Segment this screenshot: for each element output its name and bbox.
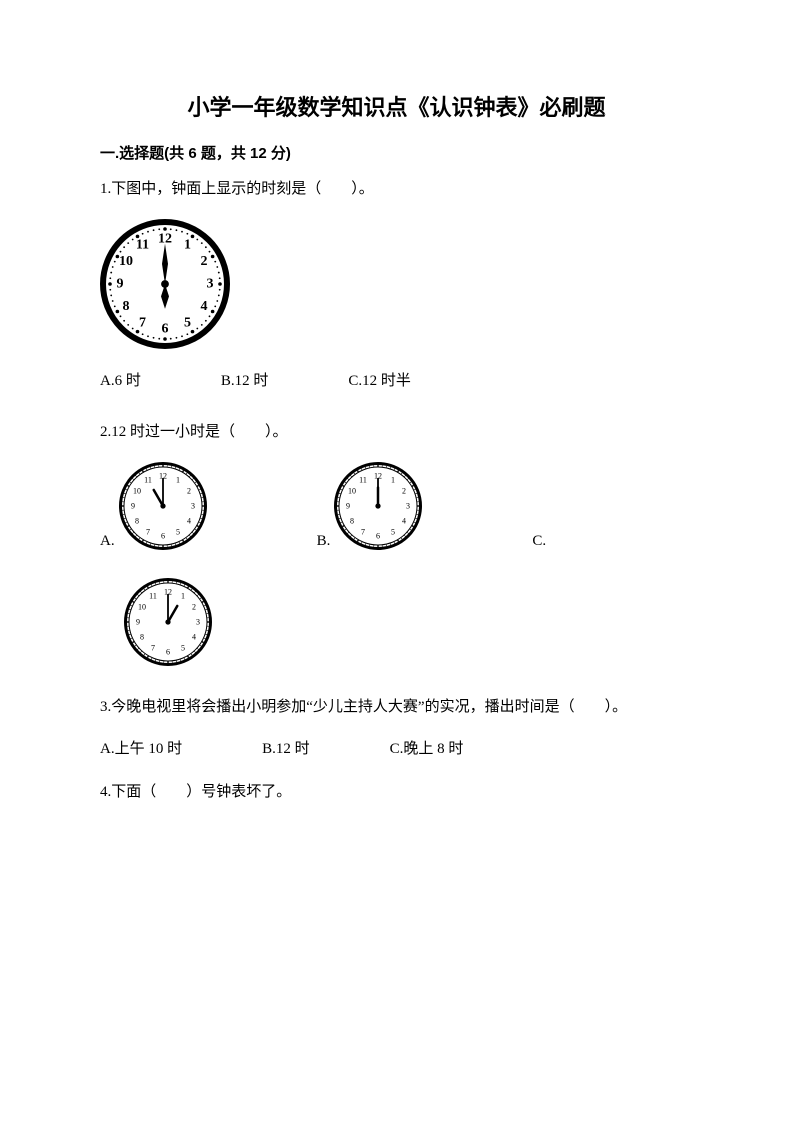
clock-icon: 123456789101112 — [124, 578, 212, 666]
svg-text:1: 1 — [176, 476, 180, 485]
choice-text: 上午 10 时 — [115, 737, 183, 758]
svg-text:3: 3 — [207, 277, 214, 292]
svg-text:9: 9 — [346, 502, 350, 511]
choice-b[interactable]: B. 123456789101112 — [317, 462, 423, 550]
svg-text:5: 5 — [176, 527, 180, 536]
section-header: 一.选择题(共 6 题，共 12 分) — [100, 142, 693, 163]
svg-text:6: 6 — [166, 648, 170, 657]
svg-text:5: 5 — [184, 315, 191, 330]
svg-text:10: 10 — [348, 487, 356, 496]
svg-text:9: 9 — [136, 618, 140, 627]
svg-text:6: 6 — [161, 532, 165, 541]
svg-text:10: 10 — [133, 487, 141, 496]
choice-a[interactable]: A. 123456789101112 — [100, 462, 207, 550]
choice-text: 12 时 — [235, 369, 269, 390]
choice-c[interactable]: C.晚上 8 时 — [390, 737, 464, 758]
svg-text:3: 3 — [406, 502, 410, 511]
svg-text:2: 2 — [192, 603, 196, 612]
svg-text:8: 8 — [123, 299, 130, 314]
choice-label: A. — [100, 373, 115, 390]
question-1-choices: A.6 时 B.12 时 C.12 时半 — [100, 369, 693, 390]
choice-c-clock: 123456789101112 — [124, 578, 693, 671]
worksheet-page: 小学一年级数学知识点《认识钟表》必刷题 一.选择题(共 6 题，共 12 分) … — [0, 0, 793, 1122]
choice-b[interactable]: B.12 时 — [262, 737, 310, 758]
svg-text:4: 4 — [200, 299, 207, 314]
svg-text:2: 2 — [402, 487, 406, 496]
clock-icon: 123456789101112 — [334, 462, 422, 550]
svg-text:11: 11 — [136, 238, 149, 253]
svg-text:8: 8 — [135, 517, 139, 526]
svg-text:11: 11 — [360, 476, 368, 485]
svg-text:4: 4 — [192, 633, 196, 642]
svg-text:3: 3 — [191, 502, 195, 511]
svg-text:5: 5 — [181, 643, 185, 652]
question-1-text: 1.下图中，钟面上显示的时刻是（ ）。 — [100, 177, 693, 201]
svg-text:7: 7 — [151, 643, 155, 652]
svg-text:1: 1 — [184, 238, 191, 253]
page-title: 小学一年级数学知识点《认识钟表》必刷题 — [100, 90, 693, 122]
svg-text:3: 3 — [196, 618, 200, 627]
svg-text:10: 10 — [119, 254, 133, 269]
question-2-text: 2.12 时过一小时是（ ）。 — [100, 420, 693, 444]
choice-b[interactable]: B.12 时 — [221, 369, 269, 390]
svg-text:6: 6 — [376, 532, 380, 541]
choice-label: B. — [221, 373, 235, 390]
svg-text:4: 4 — [402, 517, 406, 526]
svg-text:11: 11 — [149, 592, 157, 601]
svg-text:1: 1 — [391, 476, 395, 485]
choice-text: 12 时 — [276, 737, 310, 758]
svg-text:6: 6 — [162, 322, 169, 337]
choice-text: 晚上 8 时 — [403, 737, 463, 758]
svg-text:9: 9 — [131, 502, 135, 511]
question-3-choices: A.上午 10 时 B.12 时 C.晚上 8 时 — [100, 737, 693, 758]
svg-text:8: 8 — [350, 517, 354, 526]
choice-label: B. — [317, 533, 331, 550]
choice-label: B. — [262, 741, 276, 758]
svg-text:1: 1 — [181, 592, 185, 601]
svg-text:4: 4 — [187, 517, 191, 526]
choice-label: C. — [348, 373, 362, 390]
svg-text:7: 7 — [361, 527, 365, 536]
svg-text:7: 7 — [139, 315, 146, 330]
choice-a[interactable]: A.6 时 — [100, 369, 141, 390]
choice-c[interactable]: C. — [532, 533, 550, 550]
choice-text: 6 时 — [115, 369, 141, 390]
choice-label: A. — [100, 533, 115, 550]
choice-text: 12 时半 — [362, 369, 411, 390]
choice-label: C. — [390, 741, 404, 758]
question-1-clock: 123456789101112 — [100, 219, 693, 349]
svg-text:9: 9 — [117, 277, 124, 292]
svg-text:7: 7 — [146, 527, 150, 536]
clock-icon: 123456789101112 — [119, 462, 207, 550]
svg-text:2: 2 — [200, 254, 207, 269]
svg-text:5: 5 — [391, 527, 395, 536]
choice-c[interactable]: C.12 时半 — [348, 369, 411, 390]
clock-icon: 123456789101112 — [100, 219, 230, 349]
svg-text:8: 8 — [140, 633, 144, 642]
question-3-text: 3.今晚电视里将会播出小明参加“少儿主持人大赛”的实况，播出时间是（ ）。 — [100, 695, 693, 719]
svg-text:10: 10 — [138, 603, 146, 612]
choice-label: A. — [100, 741, 115, 758]
question-2-choices: A. 123456789101112 B. 123456789101112 C. — [100, 462, 693, 568]
svg-text:11: 11 — [144, 476, 152, 485]
svg-text:2: 2 — [187, 487, 191, 496]
choice-a[interactable]: A.上午 10 时 — [100, 737, 182, 758]
choice-label: C. — [532, 533, 546, 550]
question-4-text: 4.下面（ ）号钟表坏了。 — [100, 780, 693, 804]
